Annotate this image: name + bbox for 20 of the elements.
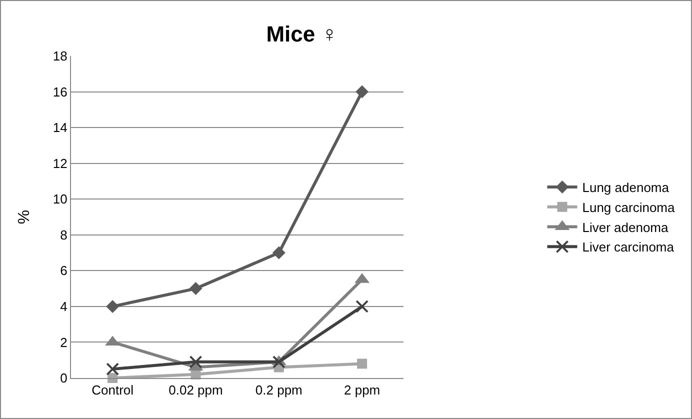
- y-tick-label: 4: [60, 298, 68, 314]
- y-tick-label: 14: [52, 120, 68, 136]
- legend-label: Lung adenoma: [582, 180, 670, 196]
- chart-title: Mice ♀: [266, 21, 338, 46]
- y-tick-label: 6: [60, 263, 68, 278]
- legend-label: Liver adenoma: [582, 220, 670, 235]
- y-tick-label: 12: [52, 156, 68, 171]
- y-tick-label: 10: [52, 192, 68, 207]
- y-tick-label: 8: [60, 227, 68, 242]
- y-tick-label: 0: [60, 370, 68, 386]
- x-tick-label: 0.2 ppm: [255, 382, 302, 398]
- y-tick-label: 18: [52, 48, 68, 64]
- x-tick-label: Control: [92, 382, 134, 398]
- legend-label: Lung carcinoma: [582, 200, 676, 215]
- y-tick-label: 2: [60, 334, 68, 350]
- x-tick-label: 0.02 ppm: [168, 382, 223, 398]
- y-axis-title: %: [16, 210, 33, 224]
- y-tick-label: 16: [52, 84, 68, 100]
- legend-label: Liver carcinoma: [582, 240, 675, 255]
- x-tick-label: 2 ppm: [344, 382, 380, 398]
